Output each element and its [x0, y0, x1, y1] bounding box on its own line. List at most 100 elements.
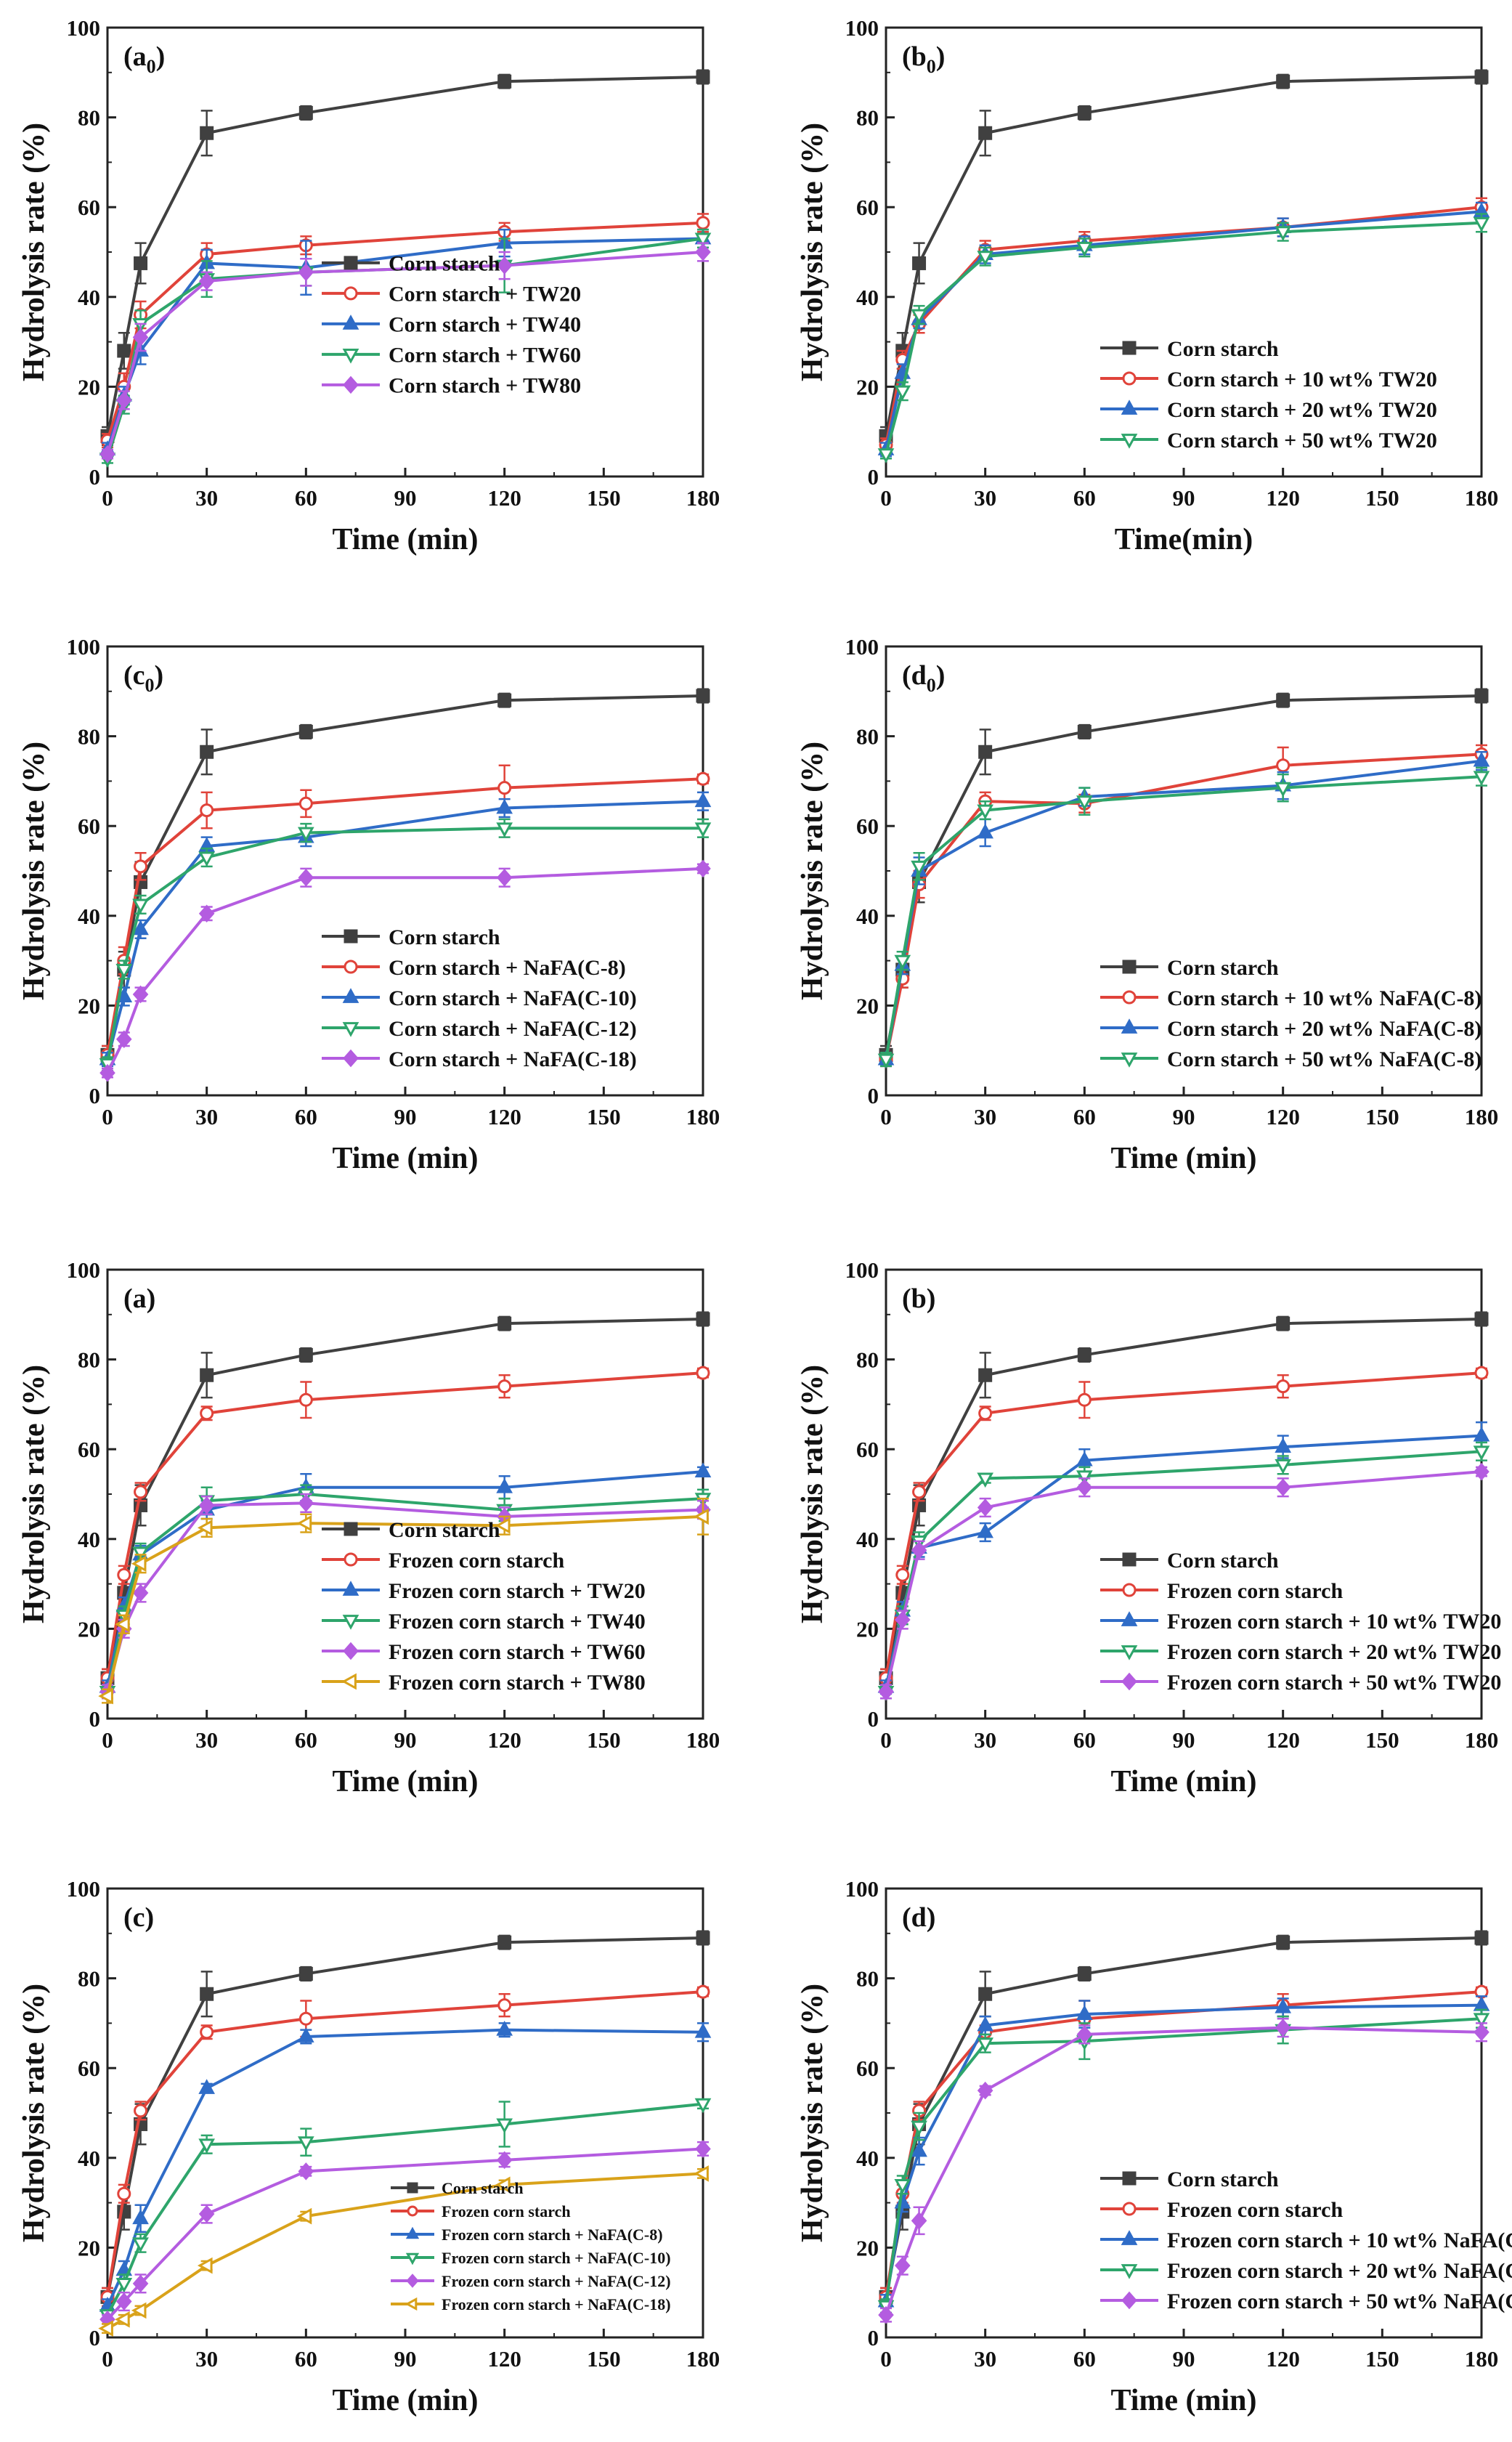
data-point: [496, 822, 513, 838]
legend-item: Frozen corn starch + NaFA(C-12): [391, 2272, 671, 2290]
data-point: [298, 724, 313, 739]
legend-marker: [342, 1022, 359, 1037]
y-tick-label: 40: [856, 2146, 879, 2171]
legend-marker: [344, 1522, 358, 1536]
legend-item: Frozen corn starch: [1100, 1579, 1343, 1603]
x-tick-label: 180: [686, 1727, 720, 1753]
legend-label: Corn starch + 20 wt% TW20: [1167, 398, 1437, 422]
x-tick-label: 90: [1173, 1104, 1195, 1129]
legend: Corn starch Corn starch + TW20 Corn starch…: [322, 252, 581, 398]
y-tick-label: 80: [856, 724, 879, 750]
legend: Corn starch Frozen corn starch Frozen corn…: [1100, 1549, 1501, 1695]
y-tick-label: 20: [856, 2235, 879, 2260]
panel-label-main: (b): [902, 1283, 935, 1314]
legend-marker: [342, 1615, 359, 1630]
legend-label: Frozen corn starch + 50 wt% NaFA(C-8): [1167, 2289, 1512, 2313]
legend-marker: [1121, 399, 1138, 415]
legend-label: Corn starch + TW20: [389, 283, 581, 307]
x-tick-label: 0: [880, 1104, 892, 1129]
x-tick-label: 120: [1266, 1104, 1300, 1129]
series-3: [99, 2020, 712, 2314]
legend-marker: [1121, 1645, 1138, 1660]
legend-label: Corn starch + NaFA(C-10): [389, 986, 637, 1010]
legend-item: Corn starch + TW60: [322, 344, 581, 368]
data-point: [1474, 689, 1489, 703]
data-point: [134, 859, 148, 874]
legend-label: Corn starch: [1167, 956, 1279, 980]
data-point: [117, 344, 131, 358]
legend-marker: [343, 1642, 359, 1660]
data-point: [911, 2212, 927, 2230]
data-point: [695, 859, 711, 878]
data-point: [1474, 1312, 1489, 1326]
data-point: [298, 1966, 313, 1981]
y-tick-label: 40: [78, 2146, 100, 2171]
data-point: [497, 693, 512, 707]
series-4: [877, 213, 1490, 463]
data-point: [296, 2207, 312, 2225]
data-point: [132, 2209, 149, 2225]
y-tick-label: 60: [856, 2056, 879, 2081]
y-tick-label: 0: [89, 464, 101, 490]
legend-label: Corn starch: [389, 1518, 500, 1542]
data-point: [198, 2204, 215, 2223]
legend-marker: [1122, 990, 1137, 1005]
y-tick-label: 80: [856, 1347, 879, 1373]
x-tick-label: 0: [880, 2346, 892, 2372]
panel-label: (c0): [123, 660, 163, 696]
legend-marker: [344, 960, 358, 974]
data-point: [296, 1514, 312, 1532]
x-tick-label: 120: [487, 1104, 521, 1129]
series-5: [99, 242, 711, 463]
data-point: [978, 1368, 993, 1382]
y-tick-label: 60: [78, 2056, 100, 2081]
legend-marker: [1121, 1052, 1138, 1068]
panel-label-main: (a: [123, 41, 147, 72]
legend-item: Corn starch: [391, 2179, 524, 2197]
data-point: [895, 1567, 910, 1582]
y-axis-label: Hydrolysis rate (%): [17, 1984, 51, 2242]
legend-marker: [1121, 1018, 1138, 1034]
legend-label: Frozen corn starch + 10 wt% NaFA(C-8): [1167, 2228, 1512, 2252]
x-tick-label: 30: [195, 485, 218, 511]
panel-label: (b0): [902, 41, 945, 77]
data-point: [117, 1567, 131, 1582]
data-point: [1473, 1445, 1490, 1461]
legend-item: Corn starch + NaFA(C-8): [322, 956, 626, 980]
panel-label-subscript: 0: [927, 56, 936, 77]
data-point: [197, 2257, 213, 2274]
x-tick-label: 150: [1365, 1104, 1399, 1129]
x-tick-label: 120: [1266, 1727, 1300, 1753]
x-tick-label: 0: [880, 485, 892, 511]
data-point: [1473, 771, 1490, 786]
data-point: [115, 1030, 132, 1049]
panel-label: (d): [902, 1902, 935, 1933]
data-point: [496, 1478, 513, 1493]
data-point: [298, 2011, 313, 2026]
legend-label: Frozen corn starch + NaFA(C-10): [442, 2249, 671, 2267]
legend-marker: [1122, 1552, 1137, 1567]
y-axis-label: Hydrolysis rate (%): [17, 742, 51, 1000]
x-tick-label: 120: [487, 1727, 521, 1753]
y-tick-label: 80: [78, 1966, 100, 1992]
data-point: [497, 1379, 512, 1394]
x-tick-label: 90: [394, 1727, 417, 1753]
y-tick-label: 0: [89, 1083, 101, 1108]
x-axis-label: Time (min): [1110, 1765, 1256, 1798]
x-tick-label: 60: [1073, 1727, 1096, 1753]
data-point: [496, 798, 513, 814]
legend-item: Frozen corn starch + TW40: [322, 1610, 646, 1634]
x-axis-label: Time (min): [332, 1765, 478, 1798]
data-point: [298, 105, 313, 120]
data-point: [977, 2016, 994, 2032]
data-point: [198, 2079, 216, 2094]
legend-item: Corn starch + 20 wt% TW20: [1100, 398, 1437, 422]
data-point: [198, 1496, 215, 1514]
x-tick-label: 180: [686, 1104, 720, 1129]
panel-label: (b): [902, 1283, 935, 1314]
data-point: [912, 1485, 927, 1499]
x-tick-label: 60: [295, 1104, 317, 1129]
legend-label: Corn starch: [389, 925, 500, 949]
data-point: [894, 1610, 911, 1629]
series-line: [106, 1514, 704, 1697]
